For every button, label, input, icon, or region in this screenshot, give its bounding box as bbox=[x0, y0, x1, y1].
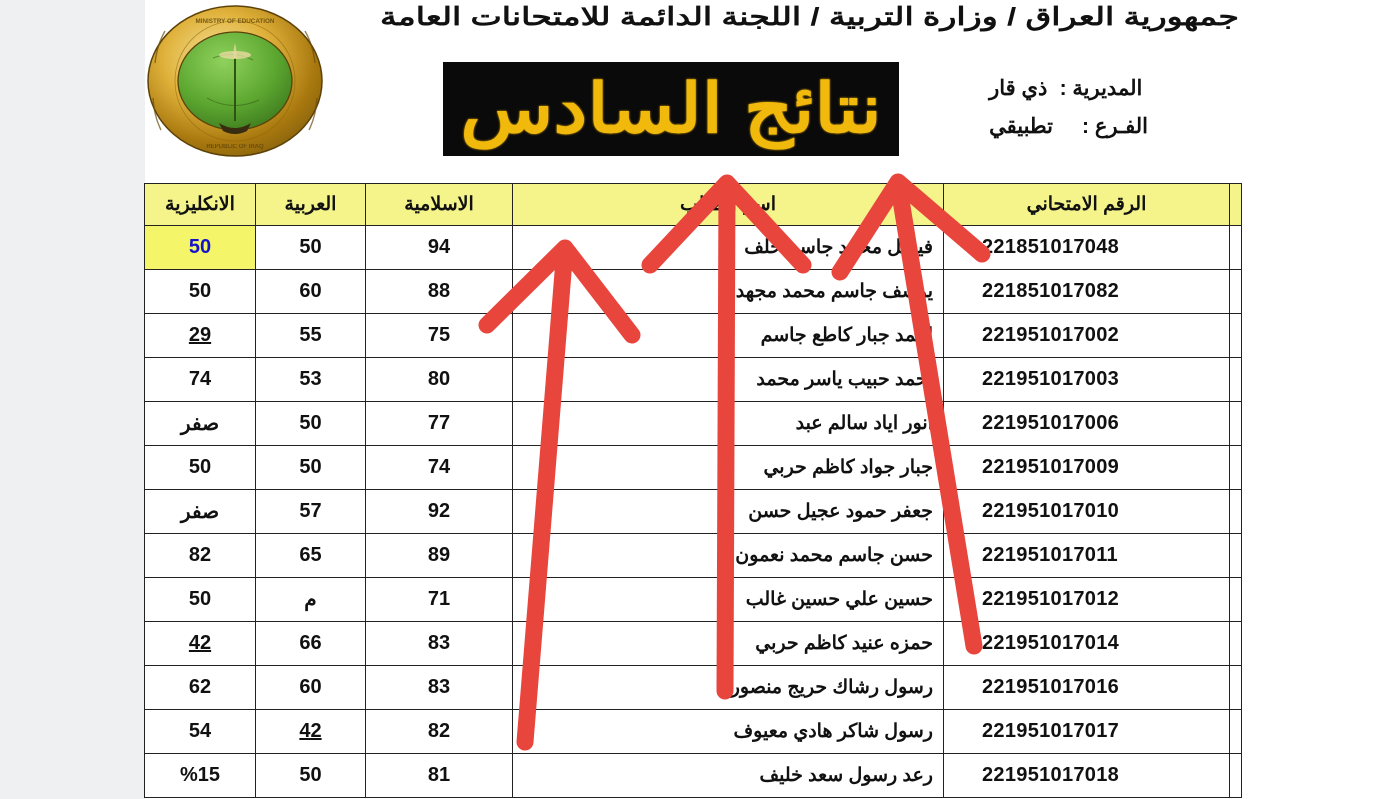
svg-text:MINISTRY OF EDUCATION: MINISTRY OF EDUCATION bbox=[196, 18, 275, 25]
svg-text:REPUBLIC OF IRAQ: REPUBLIC OF IRAQ bbox=[206, 144, 264, 150]
